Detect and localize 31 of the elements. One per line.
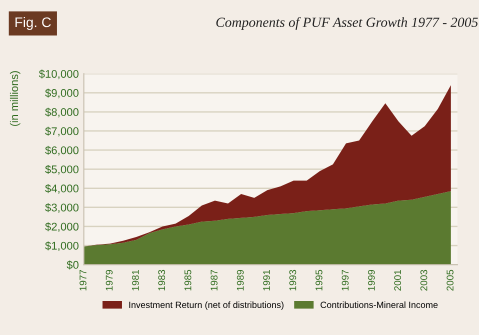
x-tick-label: 2003	[420, 270, 428, 291]
x-tick-label: 1979	[106, 270, 113, 290]
y-tick-label: $1,000	[45, 241, 79, 252]
x-tick-label: 1999	[368, 270, 375, 290]
x-tick-label: 2001	[394, 270, 402, 291]
y-axis-title: (in millions)	[10, 71, 20, 126]
x-tick-label: 1991	[263, 270, 270, 290]
y-tick-label: $3,000	[45, 203, 79, 213]
legend-label: Contributions-Mineral Income	[320, 301, 438, 308]
y-tick-label: $6,000	[45, 146, 79, 156]
x-tick-label: 1985	[184, 270, 192, 290]
y-tick-label: $9,000	[45, 88, 79, 98]
x-tick-label: 2005	[446, 270, 454, 291]
legend-label: Investment Return (net of distributions)	[129, 301, 284, 310]
x-tick-label: 1995	[316, 270, 322, 290]
x-tick-label: 1977	[80, 270, 86, 290]
y-tick-label: $8,000	[45, 108, 79, 118]
y-tick-label: $5,000	[45, 164, 79, 175]
y-tick-label: $10,000	[38, 70, 79, 80]
x-tick-label: 1989	[236, 270, 244, 290]
text: Fig. C	[16, 16, 51, 30]
x-tick-label: 1983	[158, 270, 166, 290]
chart-title: Components of PUF Asset Growth 1977 - 2005	[216, 17, 478, 30]
y-tick-label: $0	[66, 260, 79, 270]
y-tick-label: $4,000	[45, 184, 79, 194]
y-tick-label: $7,000	[45, 126, 79, 136]
x-tick-label: 1997	[342, 270, 349, 290]
y-tick-label: $2,000	[45, 222, 79, 232]
x-tick-label: 1987	[210, 270, 218, 290]
x-tick-label: 1993	[289, 270, 296, 290]
x-tick-label: 1981	[132, 270, 139, 290]
